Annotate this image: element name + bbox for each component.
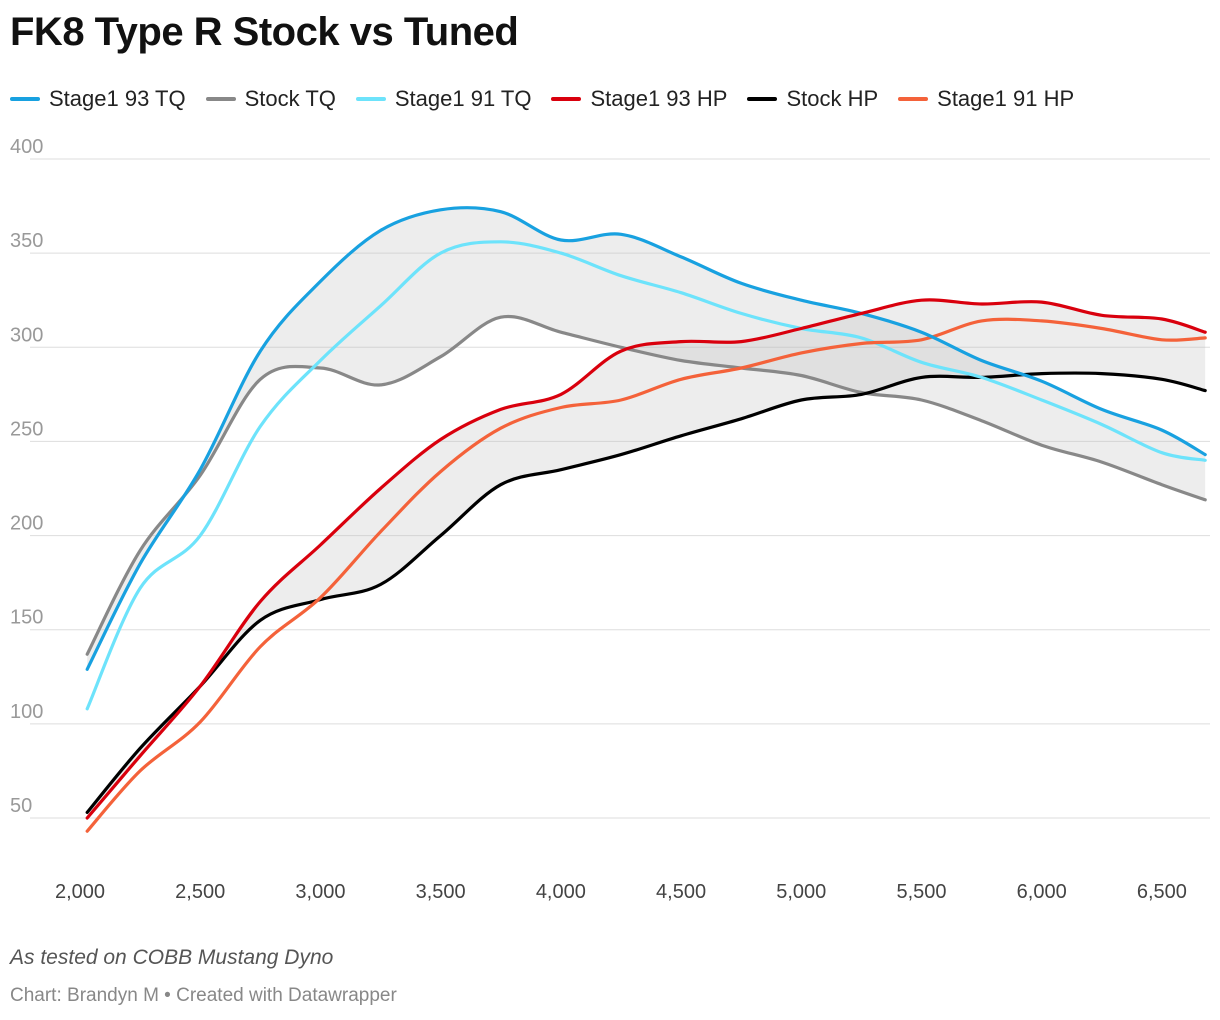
x-tick-label-5500: 5,500	[896, 881, 946, 903]
legend-label-stage1-91-tq: Stage1 91 TQ	[394, 86, 532, 111]
x-tick-label-3500: 3,500	[416, 881, 466, 903]
line-stock-tq	[85, 314, 1207, 656]
x-tick-label-6000: 6,000	[1017, 881, 1067, 903]
legend-label-stage1-93-hp: Stage1 93 HP	[590, 86, 728, 111]
y-tick-label-50: 50	[10, 795, 32, 817]
x-tick-label-4500: 4,500	[656, 881, 706, 903]
legend: Stage1 93 TQ Stock TQ Stage1 91 TQ Stage…	[10, 86, 1074, 112]
x-tick-label-6500: 6,500	[1137, 881, 1187, 903]
band-torque	[87, 207, 1206, 670]
y-tick-label-150: 150	[10, 607, 43, 629]
chart-note: As tested on COBB Mustang Dyno	[10, 946, 334, 969]
line-chart: 50 100 150 200 250 300 350 400 2,000 2,500 3,000 3,…	[10, 136, 1210, 903]
legend-swatch-stage1-93-tq	[10, 97, 40, 101]
x-tick-label-2000: 2,000	[55, 881, 105, 903]
legend-item-stage1-91-tq: Stage1 91 TQ	[355, 86, 532, 112]
legend-label-stage1-93-tq: Stage1 93 TQ	[49, 86, 186, 111]
y-tick-label-250: 250	[10, 418, 43, 440]
y-tick-label-300: 300	[10, 324, 43, 346]
legend-label-stock-hp: Stock HP	[786, 86, 879, 111]
y-tick-label-200: 200	[10, 513, 43, 535]
legend-swatch-stage1-91-hp	[898, 97, 929, 101]
x-tick-label-2500: 2,500	[175, 881, 225, 903]
legend-swatch-stage1-93-hp	[551, 97, 582, 101]
legend-item-stage1-93-tq: Stage1 93 TQ	[10, 86, 186, 112]
line-stage1-91-tq	[85, 240, 1207, 711]
x-tick-label-5000: 5,000	[776, 881, 826, 903]
line-stage1-93-tq	[85, 206, 1207, 671]
legend-item-stage1-93-hp: Stage1 93 HP	[551, 86, 727, 112]
line-stage1-91-hp	[85, 317, 1207, 833]
legend-item-stage1-91-hp: Stage1 91 HP	[898, 86, 1074, 112]
legend-item-stock-tq: Stock TQ	[205, 86, 336, 112]
chart-credit: Chart: Brandyn M • Created with Datawrap…	[10, 985, 397, 1006]
y-tick-label-350: 350	[10, 230, 43, 252]
band-horsepower	[87, 299, 1206, 818]
range-bands	[87, 207, 1206, 818]
x-tick-label-3000: 3,000	[295, 881, 345, 903]
legend-swatch-stock-hp	[747, 97, 778, 101]
x-tick-label-4000: 4,000	[536, 881, 586, 903]
legend-label-stage1-91-hp: Stage1 91 HP	[937, 86, 1075, 111]
legend-swatch-stage1-91-tq	[355, 97, 386, 101]
legend-item-stock-hp: Stock HP	[747, 86, 878, 112]
chart-title: FK8 Type R Stock vs Tuned	[10, 10, 519, 54]
axis-labels: 50 100 150 200 250 300 350 400 2,000 2,500 3,000 3,…	[10, 136, 1187, 903]
line-stage1-93-hp	[85, 298, 1207, 820]
series-lines	[85, 206, 1207, 833]
y-tick-label-100: 100	[10, 701, 43, 723]
legend-label-stock-tq: Stock TQ	[244, 86, 336, 111]
legend-swatch-stock-tq	[205, 97, 236, 101]
y-tick-label-400: 400	[10, 136, 43, 158]
